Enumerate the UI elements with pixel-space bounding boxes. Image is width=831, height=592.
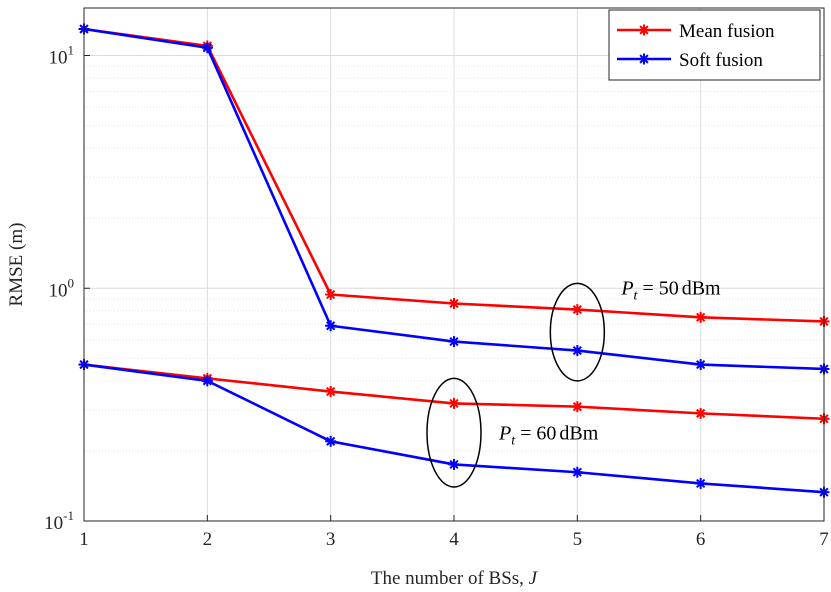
tick-labels: 1 2 3 4 5 6 7 10-1 100 101 bbox=[44, 43, 829, 550]
data-point-marker bbox=[201, 42, 213, 54]
legend-item-mean-fusion: Mean fusion bbox=[617, 21, 775, 42]
data-point-marker bbox=[325, 386, 337, 398]
legend-marker bbox=[638, 24, 650, 36]
data-point-marker bbox=[448, 336, 460, 348]
legend-label: Mean fusion bbox=[679, 21, 775, 42]
y-tick-label: 10-1 bbox=[44, 508, 74, 534]
data-point-marker bbox=[201, 375, 213, 387]
annotation-ellipse-pt50 bbox=[549, 282, 606, 382]
data-point-marker bbox=[325, 289, 337, 301]
x-tick-label: 1 bbox=[79, 529, 89, 550]
annotation-ellipse-pt60 bbox=[426, 377, 482, 488]
x-tick-label: 6 bbox=[696, 529, 706, 550]
grid bbox=[83, 8, 825, 522]
x-axis-label: The number of BSs, J bbox=[371, 568, 539, 589]
legend-marker bbox=[638, 53, 650, 65]
annotation-label-pt50: Pt = 50 dBm bbox=[620, 277, 721, 303]
data-point-marker bbox=[695, 477, 707, 489]
data-point-marker bbox=[325, 320, 337, 332]
data-point-marker bbox=[571, 304, 583, 316]
data-point-marker bbox=[571, 401, 583, 413]
series-layer bbox=[78, 23, 830, 498]
data-point-marker bbox=[571, 466, 583, 478]
data-point-marker bbox=[325, 435, 337, 447]
legend-item-soft-fusion: Soft fusion bbox=[617, 50, 763, 71]
data-point-marker bbox=[448, 297, 460, 309]
data-point-marker bbox=[448, 458, 460, 470]
data-point-marker bbox=[448, 397, 460, 409]
x-tick-label: 7 bbox=[819, 529, 829, 550]
data-point-marker bbox=[571, 345, 583, 357]
x-tick-label: 4 bbox=[449, 529, 459, 550]
x-tick-label: 3 bbox=[326, 529, 336, 550]
y-axis-label: RMSE (m) bbox=[6, 223, 27, 307]
data-point-marker bbox=[695, 311, 707, 323]
y-tick-label: 100 bbox=[49, 275, 75, 301]
legend-box bbox=[608, 9, 821, 81]
annotations: Pt = 50 dBm Pt = 60 dBm bbox=[426, 277, 721, 488]
legend: Mean fusion Soft fusion bbox=[608, 9, 821, 81]
y-tick-label: 101 bbox=[49, 43, 75, 69]
series-soft-fusion-pt60dbm bbox=[78, 359, 830, 498]
x-tick-label: 5 bbox=[573, 529, 583, 550]
data-point-marker bbox=[695, 359, 707, 371]
legend-label: Soft fusion bbox=[679, 50, 763, 71]
data-point-marker bbox=[695, 407, 707, 419]
annotation-label-pt60: Pt = 60 dBm bbox=[498, 423, 599, 449]
x-tick-label: 2 bbox=[203, 529, 213, 550]
